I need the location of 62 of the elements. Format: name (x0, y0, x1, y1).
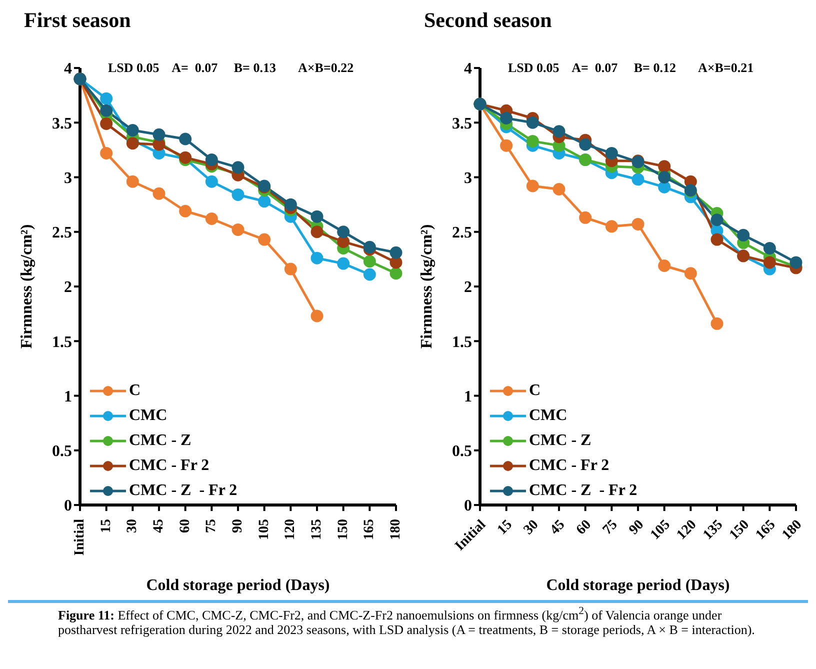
x-axis-title: Cold storage period (Days) (146, 577, 330, 594)
x-tick-label: 90 (626, 517, 648, 538)
x-tick-label: 165 (753, 517, 779, 543)
legend-label: CMC - Z - Fr 2 (129, 481, 238, 501)
chart-title: First season (23, 8, 132, 34)
x-tick-label: 45 (548, 517, 568, 538)
x-tick-label: 150 (336, 519, 351, 540)
x-tick-label: 30 (125, 519, 140, 533)
x-tick-label: 75 (600, 517, 621, 538)
y-tick-label: 3 (464, 170, 472, 187)
x-axis-title: Cold storage period (Days) (546, 577, 730, 594)
legend-label: C (129, 381, 141, 401)
legend-label: C (529, 381, 541, 401)
x-tick-label: 105 (648, 517, 674, 543)
y-tick-label: 3.5 (452, 115, 472, 132)
y-tick-label: 3 (64, 170, 72, 187)
x-tick-label: 75 (204, 519, 220, 533)
annotation: LSD 0.05 A= 0.07 B= 0.12 A×B=0.21 (508, 60, 754, 76)
x-tick-label: 165 (362, 519, 378, 540)
x-tick-label: 15 (494, 517, 516, 538)
x-tick-label: 150 (726, 517, 752, 543)
x-tick-label: 120 (283, 519, 298, 540)
legend-label: CMC - Z (529, 431, 592, 451)
x-tick-label: 135 (310, 519, 324, 540)
x-tick-label: 45 (152, 519, 166, 533)
legend-label: CMC - Fr 2 (129, 456, 210, 476)
y-tick-label: 4 (464, 60, 472, 78)
y-tick-label: 0.5 (452, 443, 472, 460)
x-tick-label: 180 (388, 519, 404, 540)
y-tick-label: 4 (64, 60, 72, 78)
legend-label: CMC - Fr 2 (529, 456, 610, 476)
chart-title: Second season (423, 8, 553, 34)
y-tick-label: 3.5 (52, 115, 72, 132)
x-tick-label: 60 (178, 519, 193, 533)
x-tick-label: 60 (574, 517, 594, 538)
x-tick-label: 105 (256, 519, 272, 540)
y-tick-label: 0 (64, 498, 72, 515)
y-tick-label: 1.5 (452, 334, 472, 351)
y-tick-label: 1 (64, 388, 72, 406)
y-axis-title: Firmness (kg/cm²) (18, 224, 36, 349)
legend-label: CMC (529, 406, 568, 426)
legend-label: CMC - Z - Fr 2 (529, 481, 638, 501)
y-tick-label: 1.5 (52, 334, 72, 351)
x-tick-label: 90 (230, 519, 246, 533)
y-tick-label: 0.5 (52, 443, 72, 460)
y-tick-label: 0 (464, 498, 472, 515)
y-tick-label: 1 (464, 388, 472, 406)
y-axis-title: Firmness (kg/cm²) (418, 224, 436, 349)
x-tick-label: 135 (700, 517, 726, 543)
y-tick-label: 2 (464, 279, 472, 296)
legend-label: CMC - Z (129, 431, 192, 451)
x-tick-label: 180 (780, 517, 806, 543)
x-tick-label: 30 (521, 517, 542, 538)
caption: Figure 11: Effect of CMC, CMC-Z, CMC-Fr2, and CMC-Z-Fr2 nanoemulsions on firmness (kg/cm$^{2}$) of Valencia orange under postharvest refrigeration during 2022 and 2023 seasons, with LSD analysis (A = treatments, B = storage periods, A × B = interaction). (8, 600, 808, 638)
x-tick-label: Initial (72, 518, 88, 556)
x-tick-label: 15 (98, 519, 114, 533)
y-tick-label: 2.5 (52, 224, 72, 242)
legend-label: CMC (129, 406, 168, 426)
annotation: LSD 0.05 A= 0.07 B= 0.13 A×B=0.22 (108, 60, 354, 76)
y-tick-label: 2.5 (452, 224, 472, 242)
x-tick-label: 120 (674, 517, 700, 543)
y-tick-label: 2 (64, 279, 72, 296)
